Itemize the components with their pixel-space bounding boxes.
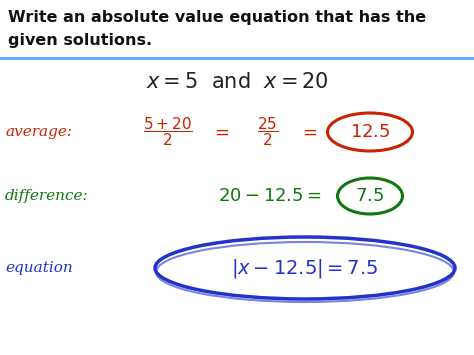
Text: $=$: $=$ (210, 123, 229, 141)
Text: $\dfrac{25}{2}$: $\dfrac{25}{2}$ (257, 116, 279, 148)
Text: $\dfrac{5+20}{2}$: $\dfrac{5+20}{2}$ (143, 116, 193, 148)
Text: given solutions.: given solutions. (8, 33, 152, 48)
Text: $7.5$: $7.5$ (356, 187, 384, 205)
Text: $12.5$: $12.5$ (350, 123, 390, 141)
Text: $20 - 12.5 =$: $20 - 12.5 =$ (218, 187, 322, 205)
Text: average:: average: (5, 125, 72, 139)
Text: equation: equation (5, 261, 73, 275)
Text: Write an absolute value equation that has the: Write an absolute value equation that ha… (8, 10, 426, 25)
Text: difference:: difference: (5, 189, 89, 203)
Text: $x = 5$  and  $x = 20$: $x = 5$ and $x = 20$ (146, 72, 328, 92)
Text: $|x-12.5| = 7.5$: $|x-12.5| = 7.5$ (231, 257, 379, 279)
Text: $=$: $=$ (299, 123, 317, 141)
